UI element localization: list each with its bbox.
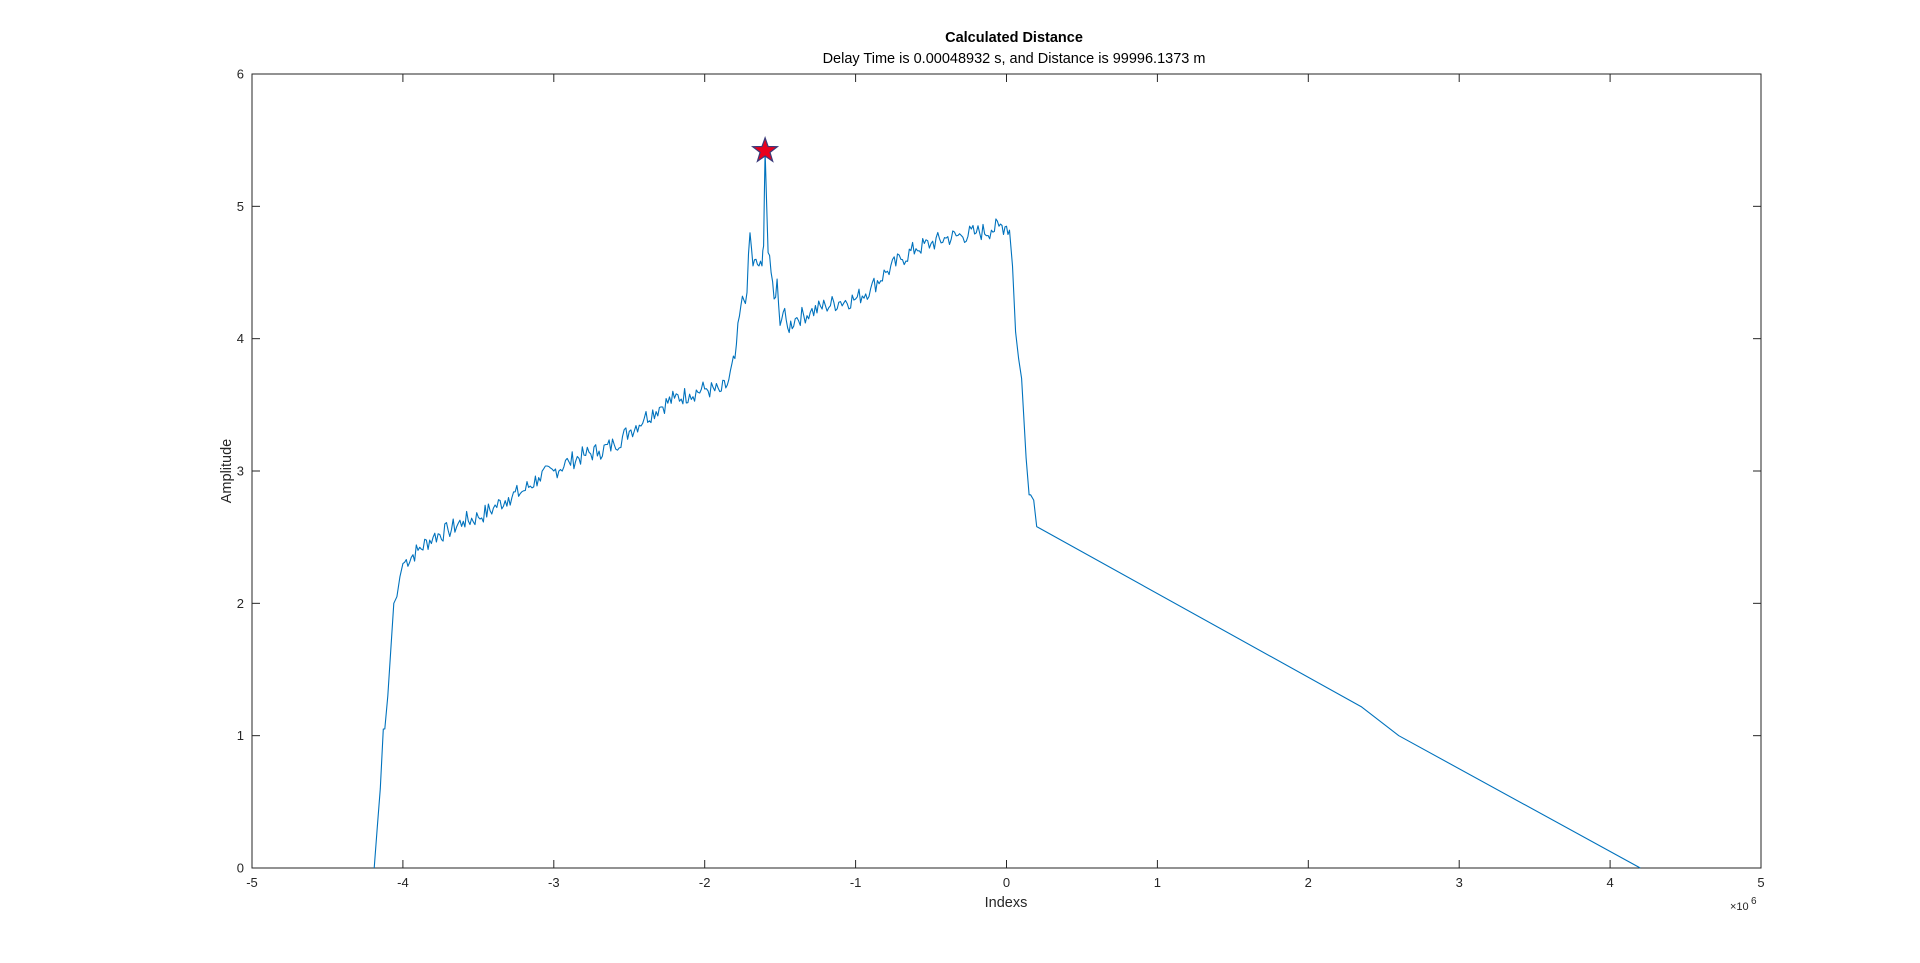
x-tick-label: 2 xyxy=(1305,875,1312,890)
x-tick-label: 4 xyxy=(1606,875,1613,890)
x-exponent-power: 6 xyxy=(1751,896,1757,907)
chart-title: Calculated Distance xyxy=(945,30,1083,46)
x-tick-label: -5 xyxy=(246,875,258,890)
x-tick-label: -4 xyxy=(397,875,409,890)
chart-subtitle: Delay Time is 0.00048932 s, and Distance… xyxy=(823,51,1206,67)
x-tick-label: -1 xyxy=(850,875,862,890)
x-tick-label: -3 xyxy=(548,875,560,890)
y-tick-label: 4 xyxy=(237,331,244,346)
x-axis-ticks: -5 -4 -3 -2 -1 0 1 2 3 4 5 xyxy=(246,74,1765,890)
marker-layer xyxy=(750,135,780,163)
y-tick-label: 2 xyxy=(237,596,244,611)
x-tick-label: 1 xyxy=(1154,875,1161,890)
plot-area: -5 -4 -3 -2 -1 0 1 2 3 4 5 0 1 2 3 4 5 6 xyxy=(237,67,1765,891)
x-axis-exponent: ×10 6 xyxy=(1730,896,1757,913)
y-axis-label: Amplitude xyxy=(219,439,235,503)
x-tick-label: 3 xyxy=(1456,875,1463,890)
y-tick-label: 0 xyxy=(237,861,244,876)
x-tick-label: -2 xyxy=(699,875,711,890)
x-tick-label: 5 xyxy=(1757,875,1764,890)
peak-star-marker xyxy=(750,135,780,163)
x-tick-label: 0 xyxy=(1003,875,1010,890)
y-axis-ticks: 0 1 2 3 4 5 6 xyxy=(237,67,1761,876)
series-line-0 xyxy=(373,150,1641,869)
x-exponent-base: ×10 xyxy=(1730,901,1749,913)
y-tick-label: 3 xyxy=(237,464,244,479)
y-tick-label: 5 xyxy=(237,199,244,214)
y-tick-label: 6 xyxy=(237,67,244,82)
series-layer xyxy=(373,150,1641,869)
y-tick-label: 1 xyxy=(237,728,244,743)
x-axis-label: Indexs xyxy=(985,895,1028,911)
